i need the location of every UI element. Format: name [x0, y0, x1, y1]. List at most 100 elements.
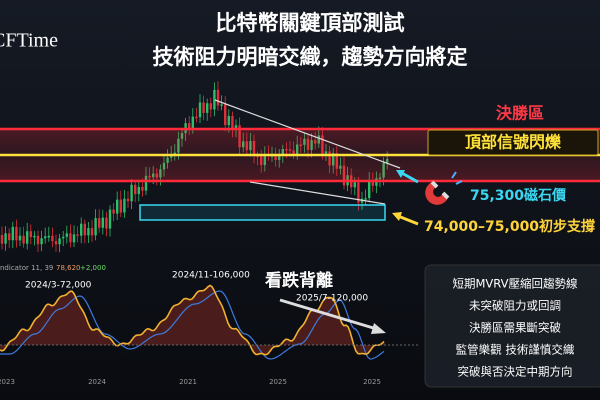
arrow [279, 298, 381, 332]
indicator-change: +2,000 [80, 264, 106, 272]
arrow-head [396, 170, 405, 178]
arrow-head [371, 323, 386, 334]
candle [134, 184, 137, 195]
x-label: 2024 [88, 378, 106, 386]
candle [83, 223, 86, 236]
candle [137, 186, 140, 195]
candle [368, 180, 371, 199]
candle [18, 235, 22, 241]
candle [51, 235, 54, 242]
candle [72, 234, 76, 243]
candle [209, 103, 212, 110]
candle [87, 228, 90, 236]
divergence-label: 看跌背離 [264, 270, 333, 291]
candle [231, 115, 234, 130]
candle [220, 104, 223, 106]
signal-label: 頂部信號閃爍 [465, 133, 562, 152]
zone-label: 決勝區 [496, 104, 544, 123]
candle [227, 115, 230, 126]
candle [234, 125, 238, 130]
candle [364, 198, 367, 200]
candle [353, 182, 356, 188]
candle [33, 235, 36, 238]
logo: CFTime [0, 30, 58, 52]
candle [0, 235, 4, 244]
candle [22, 235, 25, 244]
candle [224, 104, 227, 126]
candle [105, 217, 108, 229]
candle [65, 233, 68, 237]
candle [8, 233, 11, 241]
candle [357, 182, 360, 203]
candle [90, 228, 94, 236]
oscillator-fill [0, 285, 385, 355]
candle [4, 233, 7, 244]
magnet-icon [425, 171, 463, 205]
candle [213, 89, 216, 110]
candle [101, 217, 104, 228]
indicator-value: 78,620 [56, 264, 81, 272]
candle [188, 123, 191, 129]
candle [123, 198, 126, 213]
summary-box [424, 264, 600, 388]
candle [108, 209, 112, 229]
x-label: 2021 [179, 378, 197, 386]
x-label: 2025 [363, 378, 381, 386]
candle [198, 102, 202, 118]
summary-line: 突破與否決定中期方向 [458, 365, 573, 379]
candle [26, 231, 29, 244]
support-label: 74,000–75,000初步支撐 [424, 218, 595, 235]
summary-line: 監管樂觀 技術謹慎交織 [456, 343, 575, 357]
candle [76, 234, 79, 236]
oscillator-line [0, 284, 385, 356]
candle [15, 226, 18, 241]
title: 比特幣關鍵頂部測試 [216, 11, 405, 35]
candle [216, 89, 220, 106]
candle [47, 235, 50, 238]
trend-line [249, 181, 386, 205]
candle [11, 226, 14, 241]
peak-label: 2025/7-120,000 [296, 294, 368, 304]
candle [40, 238, 43, 245]
candle [206, 103, 209, 113]
magnet-label: 75,300磁石價 [470, 187, 567, 204]
candle [69, 233, 72, 243]
candle [36, 235, 40, 245]
candle [119, 199, 122, 213]
candle [195, 116, 198, 119]
x-label: 2025 [269, 378, 287, 386]
candle [116, 199, 119, 214]
candle [202, 102, 205, 113]
x-label: 2023 [0, 378, 15, 386]
candle [80, 223, 83, 236]
indicator-label: ndicator 11, 39 [0, 264, 53, 272]
summary-line: 未突破阻力或回調 [469, 299, 561, 313]
candle [126, 198, 130, 202]
candle [98, 218, 101, 228]
candle [54, 241, 58, 245]
support-box [139, 204, 386, 221]
peak-label: 2024/3-72,000 [25, 281, 92, 291]
trend-line [214, 99, 401, 169]
candle [62, 236, 65, 239]
candle [58, 238, 61, 245]
signal-box [427, 129, 599, 156]
arrow [397, 214, 419, 226]
oscillator [0, 284, 385, 360]
candle [130, 184, 133, 202]
summary-line: 短期MVRV壓縮回趨勢線 [452, 277, 578, 291]
candle [94, 218, 97, 236]
x-axis: 2023 2024 2021 2025 2025 [0, 378, 381, 386]
candle [44, 236, 47, 239]
peak-label: 2024/11-106,000 [172, 271, 250, 281]
candle [141, 186, 144, 191]
candle [112, 209, 115, 214]
candle [191, 116, 194, 129]
title: 技術阻力明暗交織，趨勢方向將定 [153, 45, 468, 69]
candle [371, 180, 374, 186]
candle [144, 175, 148, 191]
signal-line [0, 290, 385, 360]
candle [29, 231, 32, 238]
